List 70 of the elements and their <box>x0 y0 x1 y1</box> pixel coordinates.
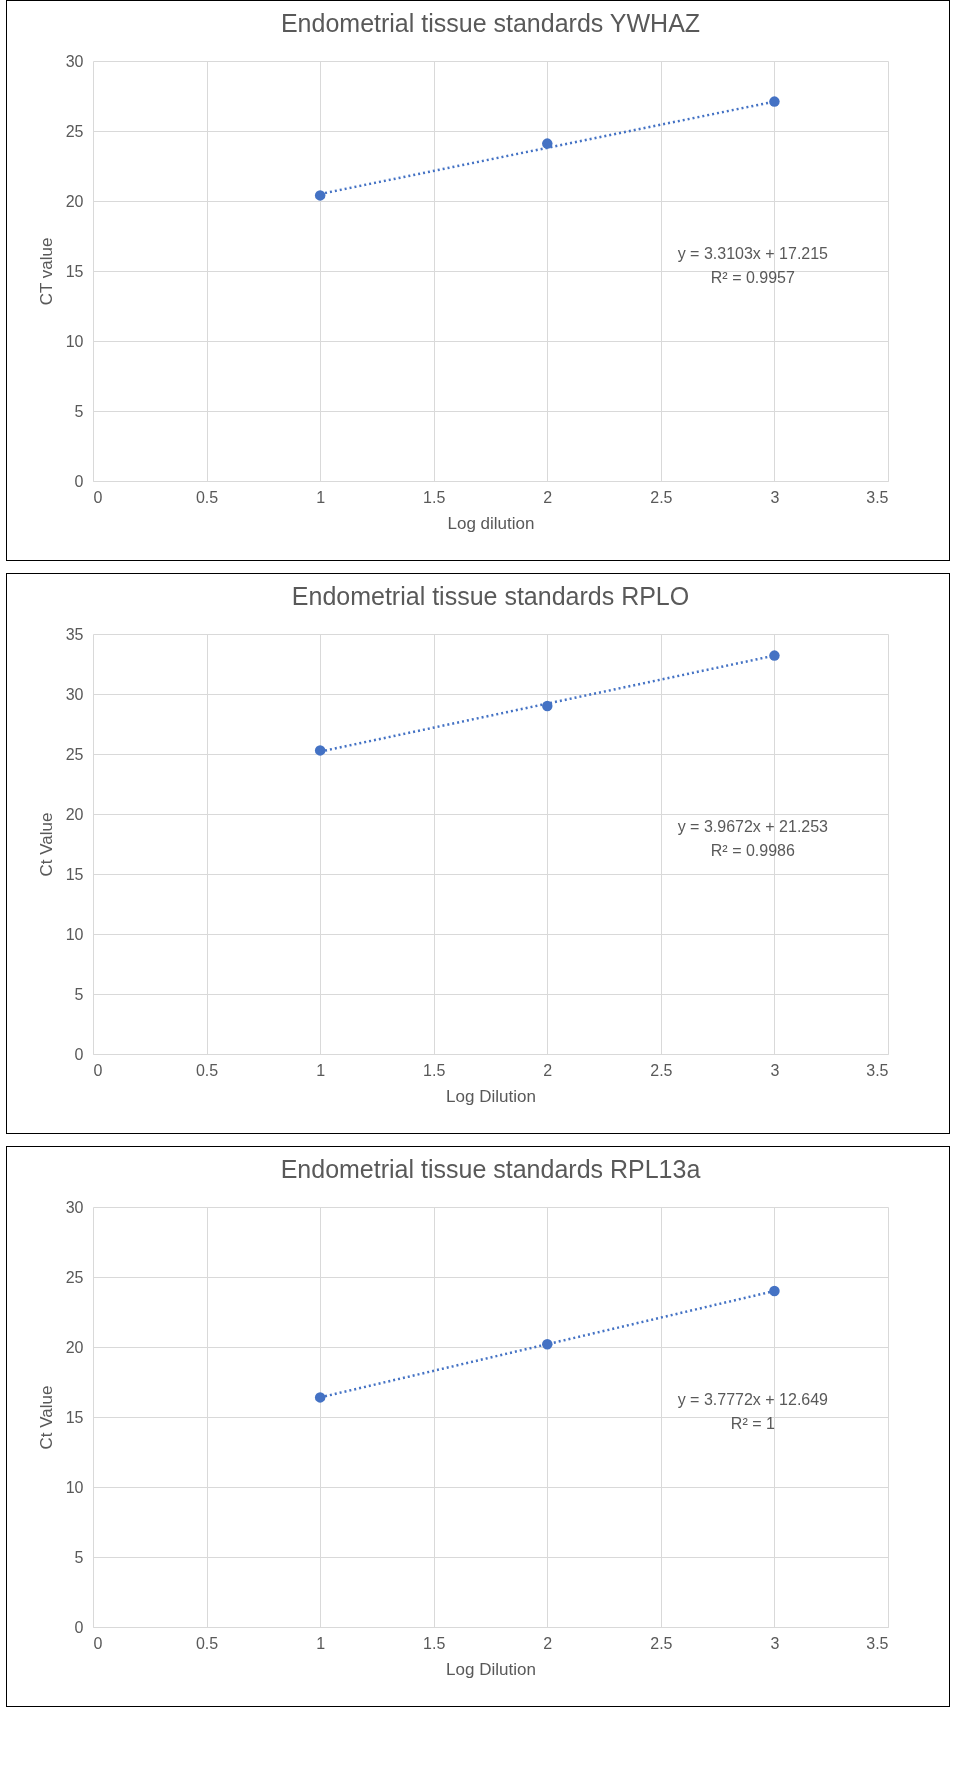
point <box>769 650 780 661</box>
point <box>769 1285 780 1297</box>
point <box>314 190 326 201</box>
annotation: y = 3.9672x + 21.253 <box>677 818 829 836</box>
chart-title: Endometrial tissue standards YWHAZ <box>280 9 701 37</box>
y-axis-title: Ct Value <box>36 1385 56 1450</box>
x-tick-label: 0.5 <box>195 1061 219 1079</box>
x-tick-label: 0 <box>93 1634 103 1652</box>
y-tick-label: 25 <box>65 1268 84 1286</box>
y-axis-title: Ct Value <box>36 812 56 877</box>
x-tick-label: 1 <box>316 1061 326 1079</box>
x-tick-label: 3 <box>770 1634 780 1652</box>
x-tick-label: 0 <box>93 488 103 506</box>
annotation: y = 3.7772x + 12.649 <box>677 1391 829 1409</box>
y-tick-label: 5 <box>74 402 84 420</box>
x-tick-label: 0.5 <box>195 488 219 506</box>
y-tick-label: 20 <box>65 192 84 210</box>
x-tick-label: 0.5 <box>195 1634 219 1652</box>
x-tick-label: 2 <box>543 1634 553 1652</box>
point <box>314 1392 326 1403</box>
y-tick-label: 30 <box>65 52 84 70</box>
x-tick-label: 1 <box>316 488 326 506</box>
x-tick-label: 3.5 <box>866 1634 889 1652</box>
point <box>542 138 553 149</box>
y-axis-title: CT value <box>36 237 56 306</box>
chart-title: Endometrial tissue standards RPLO <box>291 582 690 610</box>
point <box>542 1338 553 1350</box>
x-tick-label: 1.5 <box>423 1634 446 1652</box>
x-tick-label: 1 <box>316 1634 326 1652</box>
annotation: R² = 0.9957 <box>710 269 795 287</box>
y-tick-label: 10 <box>65 925 84 943</box>
x-tick-label: 2 <box>543 488 553 506</box>
chart-title: Endometrial tissue standards RPL13a <box>280 1155 701 1183</box>
point <box>314 745 326 756</box>
annotation: y = 3.3103x + 17.215 <box>677 245 829 263</box>
y-tick-label: 25 <box>65 745 84 763</box>
annotation: R² = 0.9986 <box>710 842 795 860</box>
y-tick-label: 30 <box>65 1198 84 1216</box>
x-tick-label: 3 <box>770 1061 780 1079</box>
y-tick-label: 20 <box>65 1338 84 1356</box>
x-axis-title: Log Dilution <box>446 1659 536 1679</box>
y-tick-label: 0 <box>74 472 84 490</box>
x-tick-label: 0 <box>93 1061 103 1079</box>
y-tick-label: 0 <box>74 1618 84 1636</box>
x-axis-title: Log dilution <box>447 513 535 533</box>
x-tick-label: 2.5 <box>650 1061 673 1079</box>
x-tick-label: 2.5 <box>650 1634 673 1652</box>
y-tick-label: 5 <box>74 985 84 1003</box>
y-tick-label: 0 <box>74 1045 84 1063</box>
x-tick-label: 1.5 <box>423 1061 446 1079</box>
y-tick-label: 20 <box>65 805 84 823</box>
x-tick-label: 3.5 <box>866 488 889 506</box>
y-tick-label: 15 <box>65 865 84 883</box>
x-tick-label: 1.5 <box>423 488 446 506</box>
y-tick-label: 15 <box>65 262 84 280</box>
y-tick-label: 25 <box>65 122 84 140</box>
point <box>542 700 553 712</box>
y-tick-label: 35 <box>65 625 84 643</box>
x-tick-label: 3.5 <box>866 1061 889 1079</box>
x-axis-title: Log Dilution <box>446 1086 536 1106</box>
y-tick-label: 5 <box>74 1548 84 1566</box>
y-tick-label: 15 <box>65 1408 84 1426</box>
x-tick-label: 2.5 <box>650 488 673 506</box>
x-tick-label: 2 <box>543 1061 553 1079</box>
point <box>769 96 780 107</box>
annotation: R² = 1 <box>730 1415 775 1433</box>
y-tick-label: 30 <box>65 685 84 703</box>
y-tick-label: 10 <box>65 1478 84 1496</box>
y-tick-label: 10 <box>65 332 84 350</box>
x-tick-label: 3 <box>770 488 780 506</box>
